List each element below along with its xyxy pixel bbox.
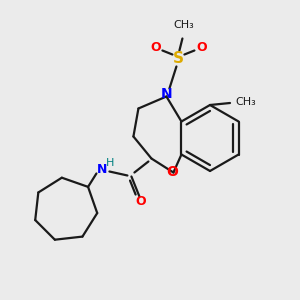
Text: H: H (106, 158, 115, 167)
Text: N: N (97, 163, 108, 176)
Text: O: O (135, 195, 146, 208)
Text: CH₃: CH₃ (235, 97, 256, 107)
Text: N: N (160, 88, 172, 101)
Text: CH₃: CH₃ (173, 20, 194, 31)
Text: O: O (196, 41, 207, 54)
Text: O: O (167, 164, 178, 178)
Text: S: S (173, 51, 184, 66)
Text: O: O (150, 41, 161, 54)
